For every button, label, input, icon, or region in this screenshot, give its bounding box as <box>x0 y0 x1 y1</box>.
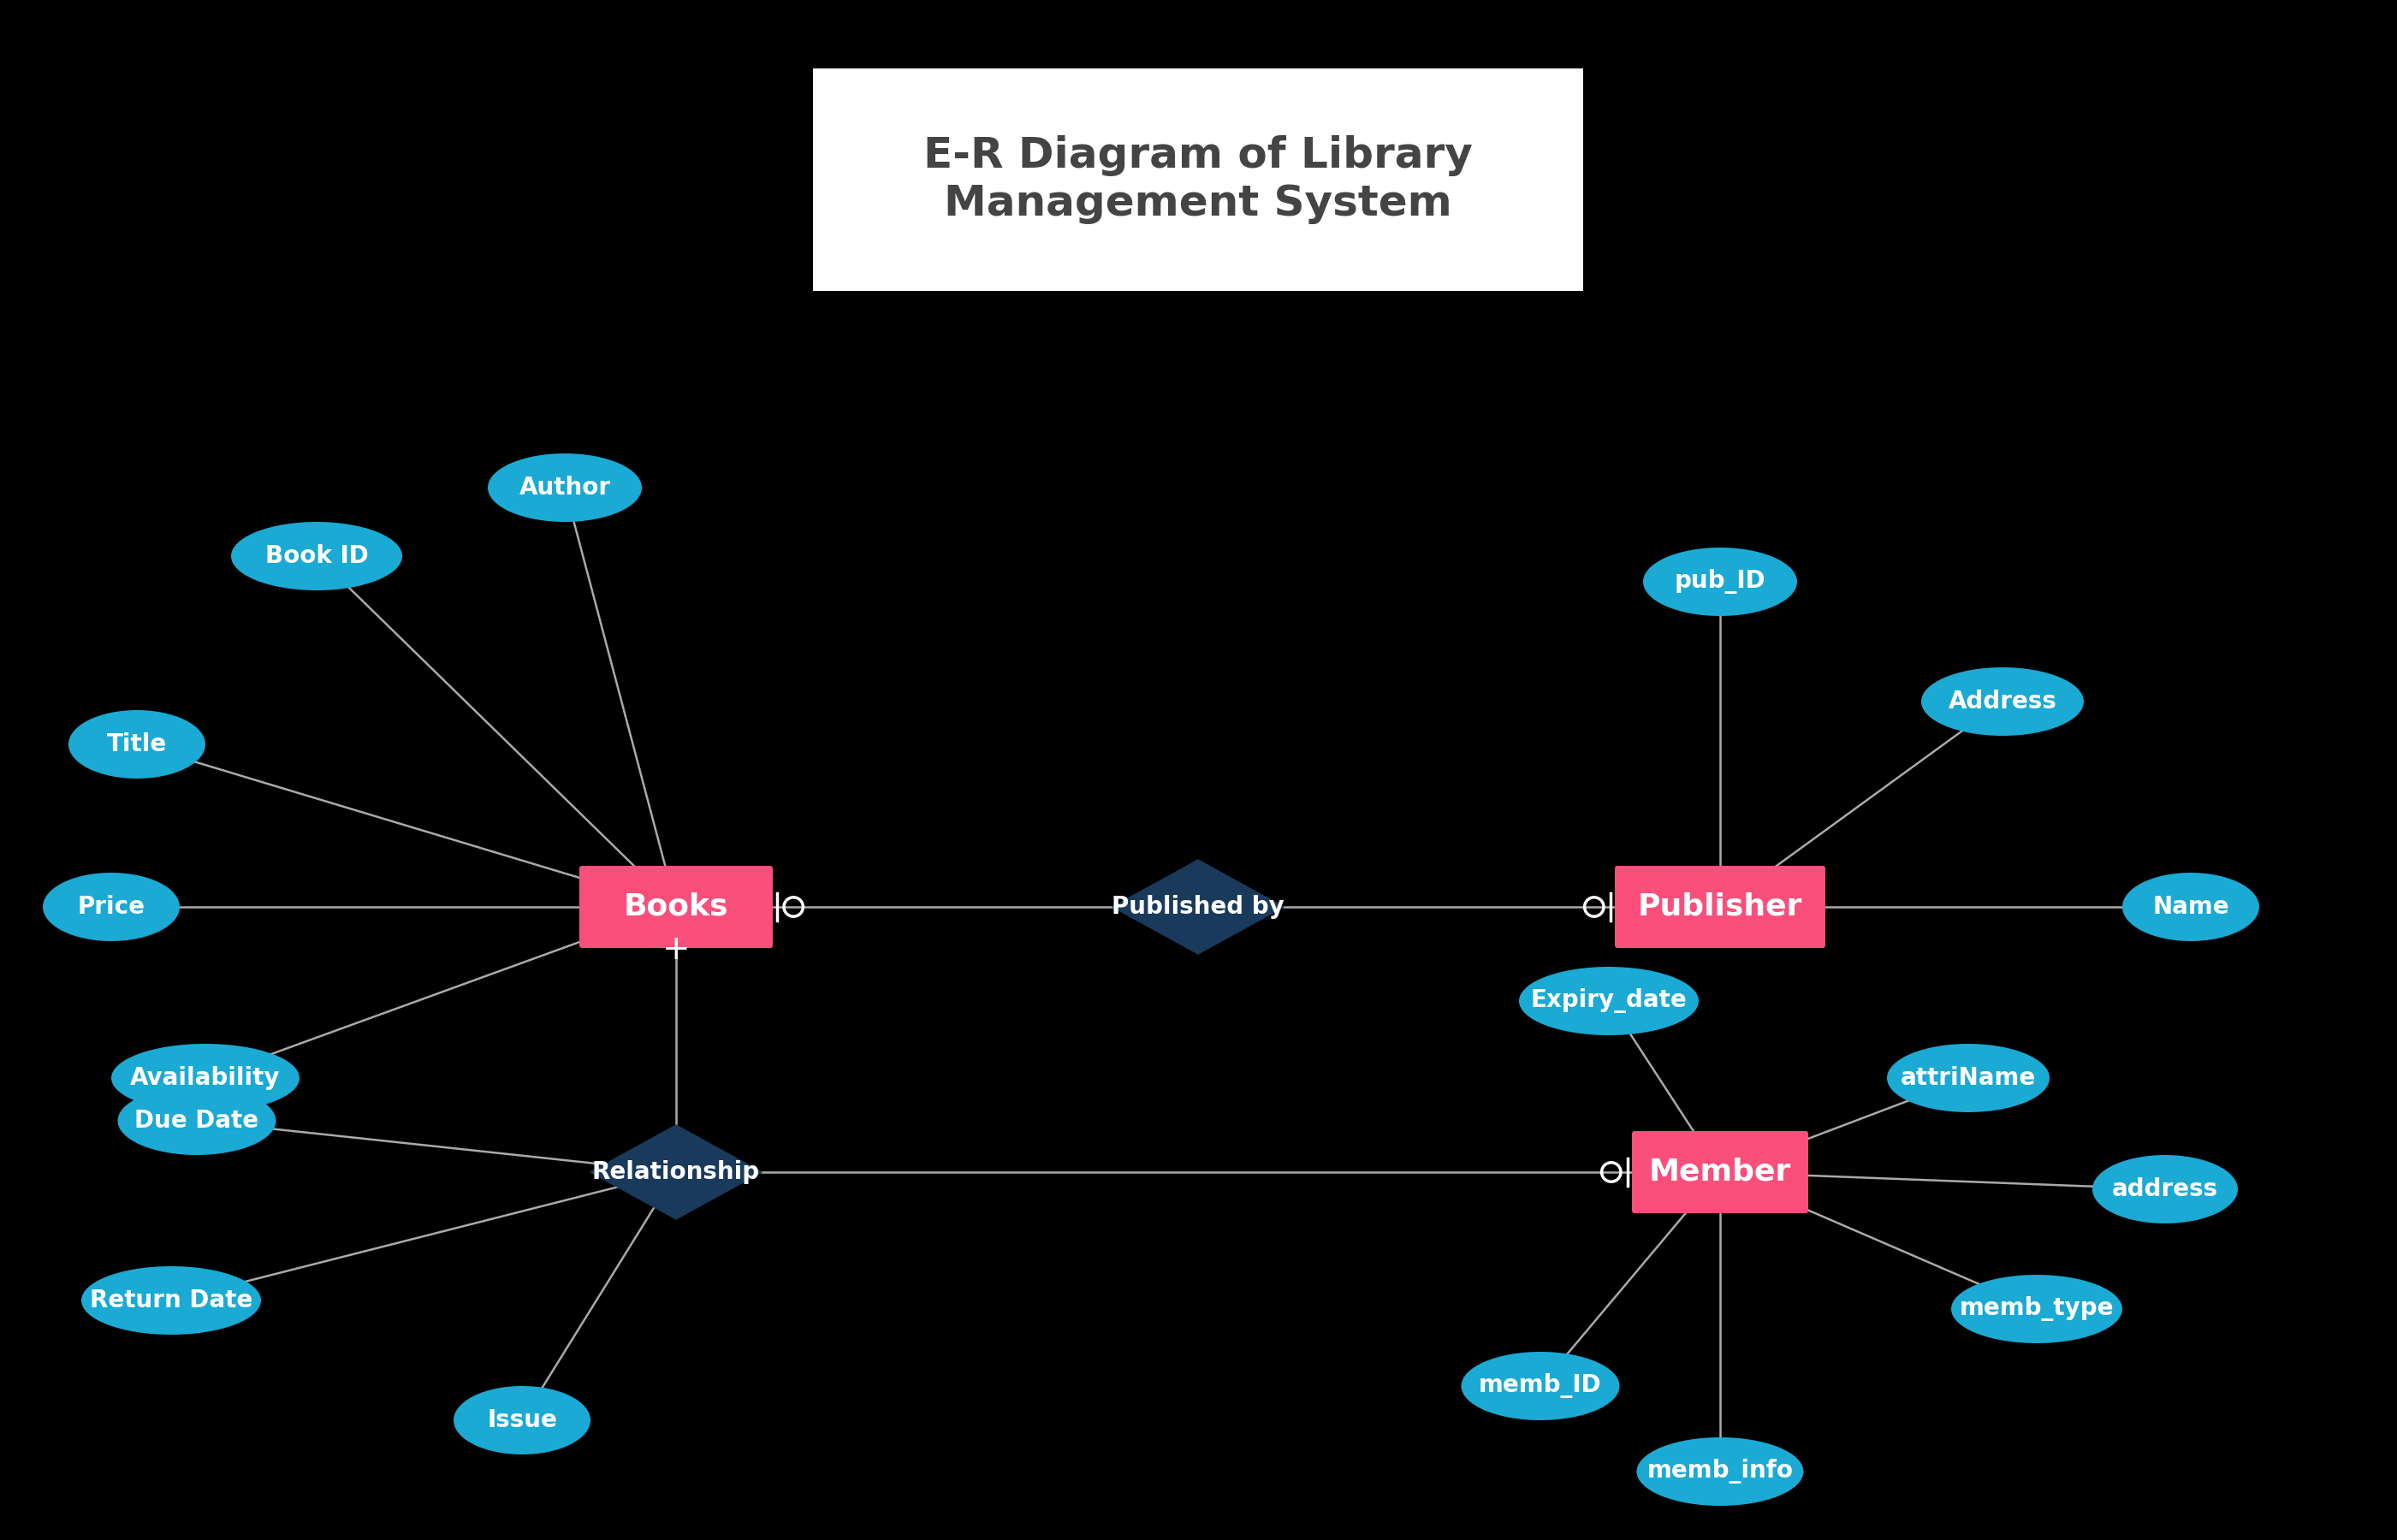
Text: Return Date: Return Date <box>89 1289 252 1312</box>
Polygon shape <box>1112 859 1285 953</box>
Text: Availability: Availability <box>129 1066 280 1090</box>
Ellipse shape <box>43 873 180 941</box>
Ellipse shape <box>230 522 403 590</box>
Ellipse shape <box>1886 1044 2049 1112</box>
Text: Expiry_date: Expiry_date <box>1532 989 1687 1013</box>
Text: Title: Title <box>108 733 168 756</box>
Ellipse shape <box>1637 1437 1803 1506</box>
Ellipse shape <box>70 710 206 779</box>
Ellipse shape <box>117 1087 276 1155</box>
Ellipse shape <box>487 453 642 522</box>
Text: Books: Books <box>623 892 729 921</box>
Text: E-R Diagram of Library
Management System: E-R Diagram of Library Management System <box>923 136 1472 223</box>
Text: memb_ID: memb_ID <box>1479 1374 1601 1398</box>
Text: Relationship: Relationship <box>592 1160 760 1184</box>
Polygon shape <box>590 1126 762 1220</box>
Text: Issue: Issue <box>487 1408 556 1432</box>
Text: Address: Address <box>1949 690 2057 713</box>
FancyBboxPatch shape <box>1616 865 1827 949</box>
Text: Publisher: Publisher <box>1637 892 1803 921</box>
Ellipse shape <box>1462 1352 1620 1420</box>
Text: attriName: attriName <box>1901 1066 2035 1090</box>
Text: +: + <box>662 933 690 966</box>
FancyBboxPatch shape <box>813 68 1582 291</box>
Text: Member: Member <box>1649 1158 1791 1187</box>
Text: Due Date: Due Date <box>134 1109 259 1133</box>
FancyBboxPatch shape <box>580 865 772 949</box>
Text: Name: Name <box>2153 895 2229 919</box>
Ellipse shape <box>1520 967 1699 1035</box>
Ellipse shape <box>110 1044 300 1112</box>
FancyBboxPatch shape <box>1632 1130 1807 1214</box>
Ellipse shape <box>2121 873 2260 941</box>
Text: memb_info: memb_info <box>1647 1460 1793 1485</box>
Text: memb_type: memb_type <box>1958 1297 2114 1321</box>
Ellipse shape <box>81 1266 261 1335</box>
Text: Price: Price <box>77 895 146 919</box>
Ellipse shape <box>2093 1155 2239 1223</box>
Text: Published by: Published by <box>1112 895 1285 919</box>
Ellipse shape <box>1920 667 2083 736</box>
Text: Author: Author <box>520 476 611 499</box>
Text: address: address <box>2112 1177 2217 1201</box>
Text: pub_ID: pub_ID <box>1676 570 1767 594</box>
Ellipse shape <box>453 1386 590 1454</box>
Text: Book ID: Book ID <box>266 544 369 568</box>
Ellipse shape <box>1951 1275 2121 1343</box>
Ellipse shape <box>1642 548 1798 616</box>
